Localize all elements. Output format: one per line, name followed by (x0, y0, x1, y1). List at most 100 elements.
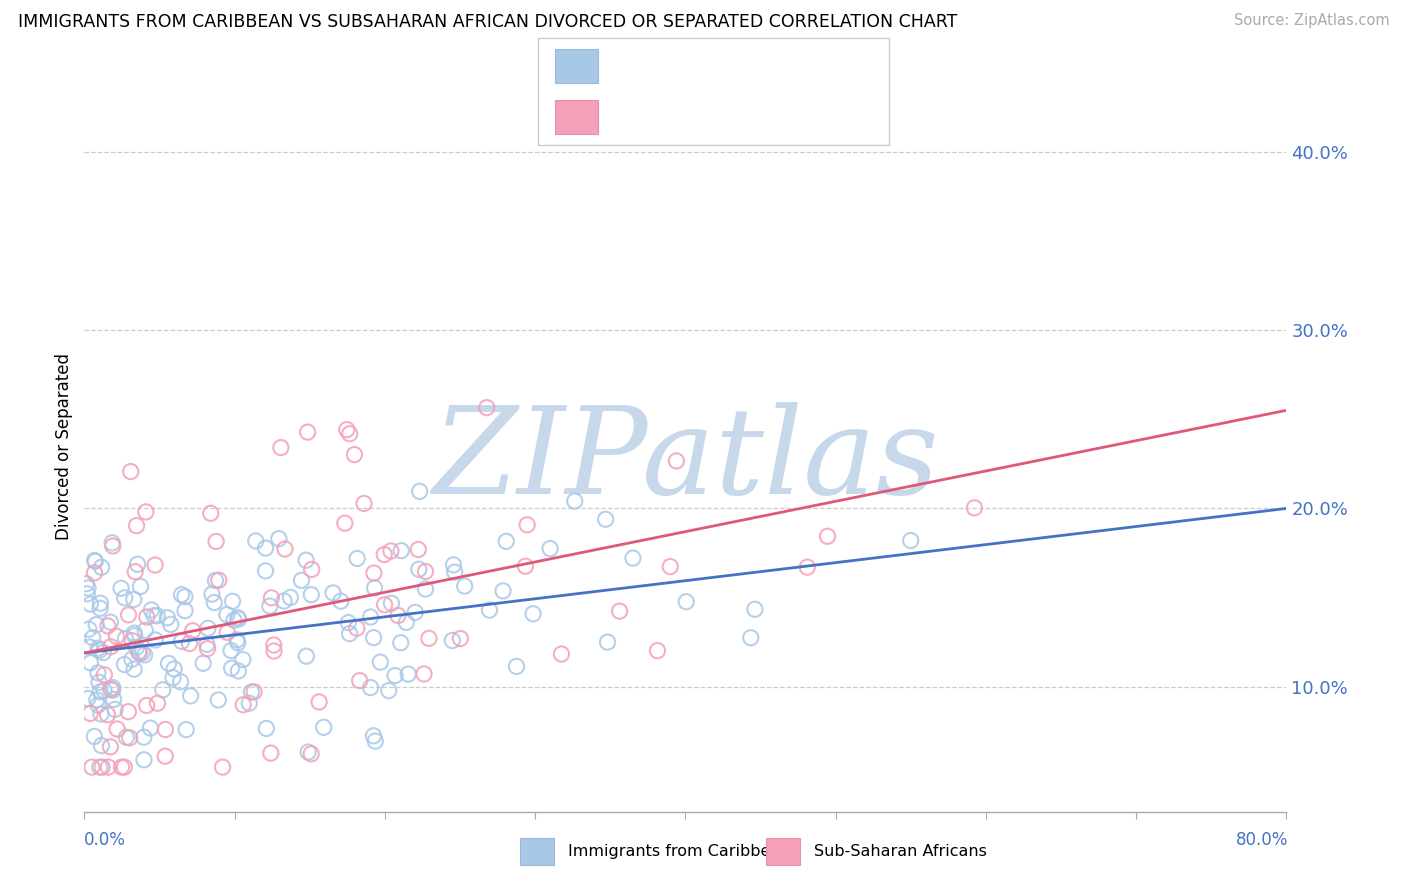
Point (115, 731, 138, 745)
Point (404, 605, 426, 619)
Point (91, 760, 114, 774)
Point (312, 720, 335, 734)
Point (211, 760, 233, 774)
Point (232, 652, 254, 666)
Point (449, 632, 471, 646)
Point (389, 636, 412, 650)
Point (364, 734, 387, 748)
Point (83, 566, 105, 580)
Point (93, 683, 115, 698)
Point (174, 723, 197, 737)
Point (155, 723, 177, 737)
Point (135, 698, 157, 713)
Point (297, 745, 319, 759)
Point (337, 615, 360, 630)
Point (112, 760, 135, 774)
Point (170, 634, 193, 648)
Point (135, 610, 157, 624)
Point (110, 760, 132, 774)
Point (363, 566, 385, 580)
Point (443, 558, 465, 572)
Point (274, 541, 297, 556)
Point (75, 576, 97, 591)
Point (89, 601, 111, 615)
Point (226, 636, 249, 650)
Point (443, 565, 465, 579)
Point (441, 633, 464, 648)
Point (179, 636, 201, 650)
Point (80, 760, 103, 774)
Point (97, 760, 120, 774)
Point (267, 532, 290, 546)
Point (208, 573, 231, 587)
Point (226, 611, 249, 625)
Point (226, 632, 249, 647)
Point (200, 506, 222, 520)
Point (295, 649, 318, 664)
Point (89, 685, 111, 699)
Point (408, 484, 430, 499)
Point (299, 588, 322, 602)
Point (124, 629, 146, 643)
Point (122, 662, 145, 676)
Text: Sub-Saharan Africans: Sub-Saharan Africans (814, 845, 987, 859)
Point (373, 598, 395, 612)
Point (418, 632, 440, 646)
Point (128, 645, 150, 659)
Point (169, 674, 191, 689)
Point (193, 657, 215, 671)
Point (221, 661, 243, 675)
Point (105, 722, 128, 736)
Point (121, 633, 143, 648)
Point (91, 646, 114, 660)
Point (353, 496, 375, 510)
Point (360, 681, 382, 695)
Text: 0.668: 0.668 (659, 57, 717, 75)
Point (77, 622, 100, 636)
Point (299, 747, 322, 761)
Text: 79: 79 (779, 108, 810, 126)
Point (128, 646, 150, 660)
Point (103, 692, 125, 706)
Point (100, 615, 122, 629)
Point (346, 621, 368, 635)
Point (84, 617, 107, 632)
Point (387, 608, 409, 623)
Point (174, 604, 197, 618)
Point (122, 626, 145, 640)
Point (89, 596, 111, 610)
Text: 0.0%: 0.0% (84, 831, 127, 849)
Point (79, 597, 101, 611)
Point (453, 579, 475, 593)
Point (125, 518, 148, 533)
Point (79, 640, 101, 654)
Point (270, 441, 292, 455)
Text: 80.0%: 80.0% (1236, 831, 1288, 849)
Text: Source: ZipAtlas.com: Source: ZipAtlas.com (1233, 13, 1389, 29)
Point (76, 691, 98, 706)
Point (153, 749, 176, 764)
Point (104, 702, 127, 716)
Point (295, 553, 318, 567)
Point (125, 640, 148, 655)
Point (86, 693, 108, 707)
Point (89, 643, 111, 657)
Point (413, 667, 436, 681)
Point (114, 632, 136, 646)
Point (89, 760, 111, 774)
Point (254, 722, 277, 736)
Point (263, 644, 285, 658)
Point (90, 739, 112, 753)
Point (254, 564, 277, 578)
Point (492, 583, 515, 598)
Point (238, 696, 260, 710)
Point (100, 739, 122, 754)
Point (79, 656, 101, 670)
Point (515, 559, 537, 574)
Text: Immigrants from Caribbean: Immigrants from Caribbean (568, 845, 790, 859)
Point (659, 559, 682, 574)
Point (201, 587, 224, 601)
Point (84, 554, 107, 568)
Point (343, 448, 366, 462)
Point (406, 542, 429, 557)
